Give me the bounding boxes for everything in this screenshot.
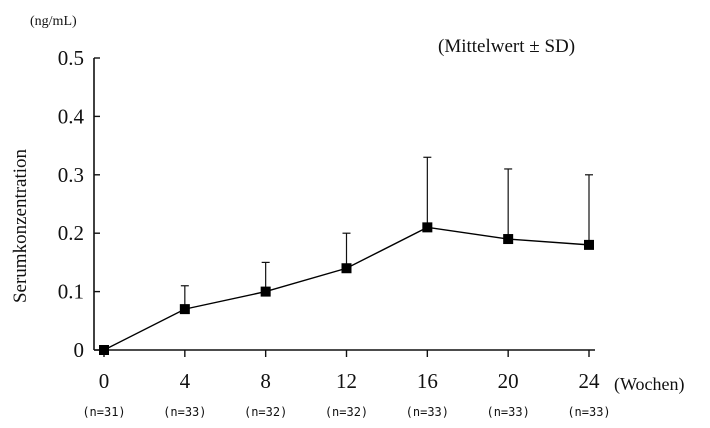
axes: 0 0.1 0.2 0.3 0.4 0.5 0 (n=31) 4 (n=33) 8 (n=32) 12 (… xyxy=(58,46,611,419)
x-tick-label: 4 xyxy=(180,369,191,393)
x-tick-label: 12 xyxy=(336,369,357,393)
data-point-marker xyxy=(179,304,190,315)
y-tick-label: 0.3 xyxy=(58,163,84,187)
data-point-marker xyxy=(422,222,433,233)
data-point-marker xyxy=(584,239,594,250)
n-label: (n=33) xyxy=(567,405,610,419)
x-tick-label: 8 xyxy=(260,369,271,393)
n-label: (n=33) xyxy=(163,405,206,419)
x-tick-label: 16 xyxy=(417,369,438,393)
n-label: (n=31) xyxy=(82,405,125,419)
n-label: (n=32) xyxy=(325,405,368,419)
y-tick-label: 0 xyxy=(74,338,85,362)
series-line xyxy=(99,222,594,355)
x-tick-label: 24 xyxy=(579,369,601,393)
n-label: (n=32) xyxy=(244,405,287,419)
y-unit-label: (ng/mL) xyxy=(30,14,77,29)
y-tick-label: 0.2 xyxy=(58,221,84,245)
n-label: (n=33) xyxy=(406,405,449,419)
y-axis-title: Serumkonzentration xyxy=(10,148,31,303)
data-point-marker xyxy=(99,345,109,355)
error-bars xyxy=(180,156,593,310)
y-tick-label: 0.4 xyxy=(58,104,85,128)
x-unit-label: (Wochen) xyxy=(614,374,685,395)
y-tick-label: 0.5 xyxy=(58,46,84,70)
annotation-label: (Mittelwert ± SD) xyxy=(438,36,575,57)
n-label: (n=33) xyxy=(486,405,529,419)
data-point-marker xyxy=(260,286,271,297)
chart-labels: (ng/mL) (Mittelwert ± SD) Serumkonzentra… xyxy=(10,14,685,395)
x-tick-label: 20 xyxy=(498,369,519,393)
y-tick-label: 0.1 xyxy=(58,280,84,304)
data-point-marker xyxy=(503,234,514,245)
data-point-marker xyxy=(341,263,352,274)
x-tick-label: 0 xyxy=(99,369,110,393)
